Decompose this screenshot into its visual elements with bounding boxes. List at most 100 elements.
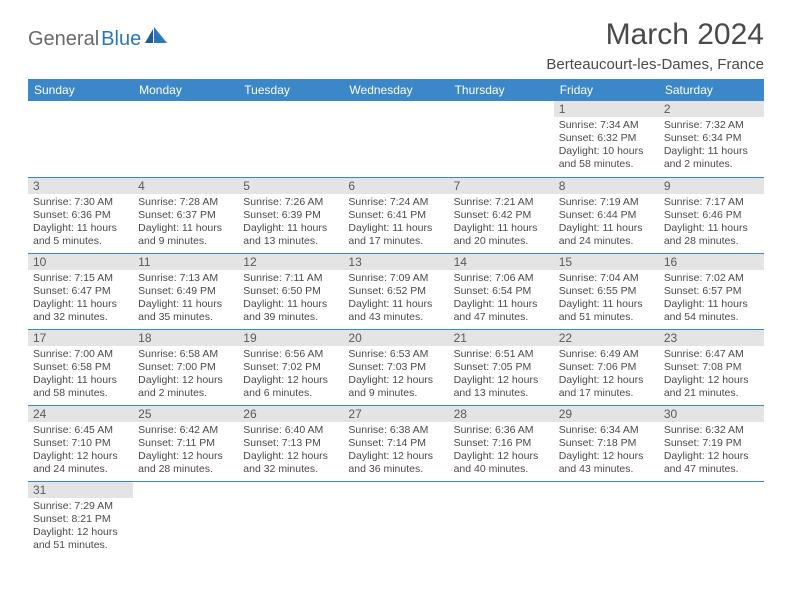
daylight-text: and 43 minutes.	[348, 311, 443, 324]
day-details: Sunrise: 7:02 AMSunset: 6:57 PMDaylight:…	[659, 270, 764, 328]
day-header: Wednesday	[343, 79, 448, 101]
day-details: Sunrise: 7:04 AMSunset: 6:55 PMDaylight:…	[554, 270, 659, 328]
day-header: Monday	[133, 79, 238, 101]
sunrise-text: Sunrise: 6:49 AM	[559, 348, 654, 361]
calendar-cell: 4Sunrise: 7:28 AMSunset: 6:37 PMDaylight…	[133, 177, 238, 253]
daylight-text: Daylight: 12 hours	[348, 450, 443, 463]
day-details: Sunrise: 6:56 AMSunset: 7:02 PMDaylight:…	[238, 346, 343, 404]
sunrise-text: Sunrise: 6:40 AM	[243, 424, 338, 437]
calendar-week: 24Sunrise: 6:45 AMSunset: 7:10 PMDayligh…	[28, 405, 764, 481]
sunrise-text: Sunrise: 6:45 AM	[33, 424, 128, 437]
calendar-cell: 26Sunrise: 6:40 AMSunset: 7:13 PMDayligh…	[238, 405, 343, 481]
daylight-text: and 47 minutes.	[454, 311, 549, 324]
day-details: Sunrise: 6:58 AMSunset: 7:00 PMDaylight:…	[133, 346, 238, 404]
day-details: Sunrise: 6:38 AMSunset: 7:14 PMDaylight:…	[343, 422, 448, 480]
daylight-text: Daylight: 12 hours	[559, 374, 654, 387]
daylight-text: Daylight: 10 hours	[559, 145, 654, 158]
day-number: 17	[28, 330, 133, 346]
day-number: 10	[28, 254, 133, 270]
day-number: 9	[659, 178, 764, 194]
day-number: 23	[659, 330, 764, 346]
calendar-week: 10Sunrise: 7:15 AMSunset: 6:47 PMDayligh…	[28, 253, 764, 329]
sunset-text: Sunset: 6:52 PM	[348, 285, 443, 298]
sunset-text: Sunset: 6:32 PM	[559, 132, 654, 145]
sunset-text: Sunset: 7:03 PM	[348, 361, 443, 374]
day-header: Thursday	[449, 79, 554, 101]
title-block: March 2024 Berteaucourt-les-Dames, Franc…	[546, 18, 764, 73]
sunset-text: Sunset: 6:57 PM	[664, 285, 759, 298]
day-number: 14	[449, 254, 554, 270]
day-details: Sunrise: 6:34 AMSunset: 7:18 PMDaylight:…	[554, 422, 659, 480]
sunset-text: Sunset: 7:18 PM	[559, 437, 654, 450]
day-number: 18	[133, 330, 238, 346]
day-details: Sunrise: 6:53 AMSunset: 7:03 PMDaylight:…	[343, 346, 448, 404]
day-details: Sunrise: 6:51 AMSunset: 7:05 PMDaylight:…	[449, 346, 554, 404]
day-number: 13	[343, 254, 448, 270]
page-title: March 2024	[546, 18, 764, 52]
daylight-text: Daylight: 11 hours	[33, 298, 128, 311]
daylight-text: and 17 minutes.	[559, 387, 654, 400]
daylight-text: and 47 minutes.	[664, 463, 759, 476]
day-number: 5	[238, 178, 343, 194]
day-number: 20	[343, 330, 448, 346]
day-number: 15	[554, 254, 659, 270]
sunrise-text: Sunrise: 7:04 AM	[559, 272, 654, 285]
daylight-text: Daylight: 11 hours	[243, 222, 338, 235]
calendar-week: 17Sunrise: 7:00 AMSunset: 6:58 PMDayligh…	[28, 329, 764, 405]
calendar-week: 31Sunrise: 7:29 AMSunset: 8:21 PMDayligh…	[28, 481, 764, 557]
calendar-cell: 15Sunrise: 7:04 AMSunset: 6:55 PMDayligh…	[554, 253, 659, 329]
calendar-cell	[133, 101, 238, 177]
day-header: Friday	[554, 79, 659, 101]
sunrise-text: Sunrise: 7:26 AM	[243, 196, 338, 209]
day-details: Sunrise: 7:28 AMSunset: 6:37 PMDaylight:…	[133, 194, 238, 252]
sunset-text: Sunset: 6:55 PM	[559, 285, 654, 298]
sunrise-text: Sunrise: 6:42 AM	[138, 424, 233, 437]
sunrise-text: Sunrise: 7:19 AM	[559, 196, 654, 209]
calendar-cell: 2Sunrise: 7:32 AMSunset: 6:34 PMDaylight…	[659, 101, 764, 177]
sunrise-text: Sunrise: 7:29 AM	[33, 500, 128, 513]
daylight-text: Daylight: 12 hours	[243, 374, 338, 387]
daylight-text: and 2 minutes.	[138, 387, 233, 400]
day-details: Sunrise: 6:45 AMSunset: 7:10 PMDaylight:…	[28, 422, 133, 480]
day-details: Sunrise: 7:09 AMSunset: 6:52 PMDaylight:…	[343, 270, 448, 328]
calendar-cell: 28Sunrise: 6:36 AMSunset: 7:16 PMDayligh…	[449, 405, 554, 481]
calendar-cell	[343, 481, 448, 557]
calendar-cell	[238, 481, 343, 557]
sunrise-text: Sunrise: 6:47 AM	[664, 348, 759, 361]
daylight-text: and 32 minutes.	[33, 311, 128, 324]
calendar-cell	[28, 101, 133, 177]
daylight-text: and 51 minutes.	[559, 311, 654, 324]
calendar-cell: 20Sunrise: 6:53 AMSunset: 7:03 PMDayligh…	[343, 329, 448, 405]
daylight-text: Daylight: 11 hours	[138, 298, 233, 311]
sunset-text: Sunset: 7:08 PM	[664, 361, 759, 374]
day-number: 30	[659, 406, 764, 422]
sunset-text: Sunset: 6:49 PM	[138, 285, 233, 298]
day-details: Sunrise: 7:17 AMSunset: 6:46 PMDaylight:…	[659, 194, 764, 252]
daylight-text: Daylight: 12 hours	[243, 450, 338, 463]
daylight-text: Daylight: 11 hours	[559, 222, 654, 235]
sunrise-text: Sunrise: 7:30 AM	[33, 196, 128, 209]
day-number: 11	[133, 254, 238, 270]
calendar-cell: 12Sunrise: 7:11 AMSunset: 6:50 PMDayligh…	[238, 253, 343, 329]
day-header: Tuesday	[238, 79, 343, 101]
sunrise-text: Sunrise: 7:09 AM	[348, 272, 443, 285]
daylight-text: and 24 minutes.	[559, 235, 654, 248]
sunset-text: Sunset: 7:13 PM	[243, 437, 338, 450]
daylight-text: and 24 minutes.	[33, 463, 128, 476]
logo-word-blue: Blue	[101, 28, 141, 51]
sunrise-text: Sunrise: 7:32 AM	[664, 119, 759, 132]
sunrise-text: Sunrise: 7:15 AM	[33, 272, 128, 285]
daylight-text: and 17 minutes.	[348, 235, 443, 248]
daylight-text: Daylight: 11 hours	[348, 298, 443, 311]
daylight-text: and 6 minutes.	[243, 387, 338, 400]
daylight-text: and 9 minutes.	[138, 235, 233, 248]
sunrise-text: Sunrise: 7:24 AM	[348, 196, 443, 209]
sunset-text: Sunset: 6:46 PM	[664, 209, 759, 222]
sunset-text: Sunset: 7:00 PM	[138, 361, 233, 374]
calendar-body: 1Sunrise: 7:34 AMSunset: 6:32 PMDaylight…	[28, 101, 764, 557]
day-details: Sunrise: 6:40 AMSunset: 7:13 PMDaylight:…	[238, 422, 343, 480]
sunrise-text: Sunrise: 6:36 AM	[454, 424, 549, 437]
calendar-cell: 27Sunrise: 6:38 AMSunset: 7:14 PMDayligh…	[343, 405, 448, 481]
sunrise-text: Sunrise: 7:21 AM	[454, 196, 549, 209]
calendar-cell	[449, 101, 554, 177]
